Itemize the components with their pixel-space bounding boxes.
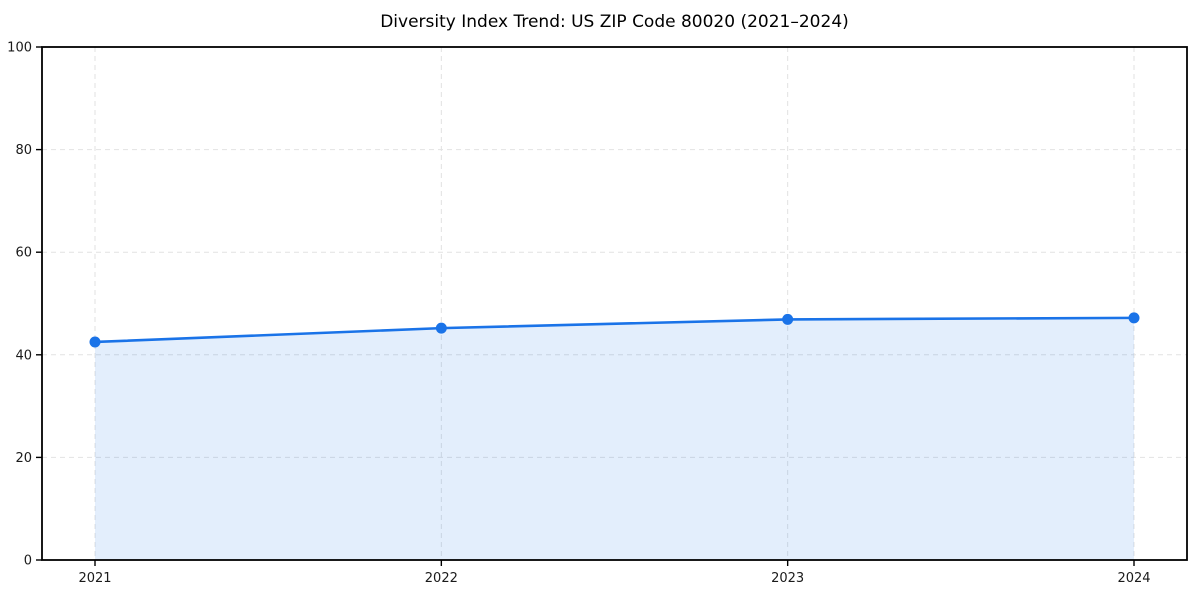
x-tick-label: 2022 <box>425 571 458 586</box>
area-fill <box>95 317 1134 560</box>
chart-title: Diversity Index Trend: US ZIP Code 80020… <box>380 12 849 32</box>
data-point-marker <box>1128 312 1140 324</box>
y-tick-label: 60 <box>15 246 32 261</box>
y-tick-label: 40 <box>15 348 32 363</box>
trend-line <box>93 316 1136 344</box>
y-tick-label: 100 <box>7 41 32 56</box>
y-tick-label: 0 <box>24 554 32 569</box>
plot-border <box>41 46 1188 561</box>
y-tick-label: 80 <box>15 143 32 158</box>
x-tick-label: 2023 <box>771 571 804 586</box>
x-tick-label: 2021 <box>78 571 111 586</box>
x-tick-label: 2024 <box>1117 571 1150 586</box>
data-point-marker <box>782 313 794 325</box>
y-tick-label: 20 <box>15 451 32 466</box>
data-point-marker <box>435 322 447 334</box>
data-point-marker <box>89 336 101 348</box>
